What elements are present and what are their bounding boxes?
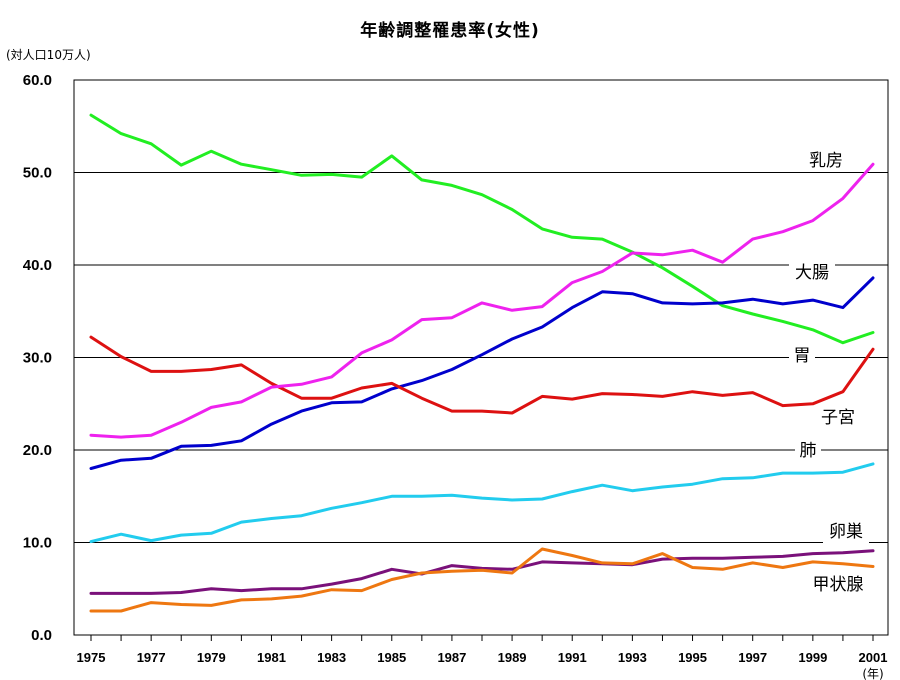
y-tick-label: 60.0 (23, 72, 52, 89)
plot-frame (73, 79, 889, 636)
chart-title: 年齢調整罹患率(女性) (360, 21, 540, 41)
y-axis-unit-label: (対人口10万人) (6, 48, 91, 62)
series-label-background (803, 150, 849, 172)
series-label-background (823, 521, 869, 543)
y-tick-label: 20.0 (23, 442, 52, 459)
x-tick-label: 1975 (77, 650, 106, 665)
series-line (89, 113, 875, 345)
x-axis-unit-label: (年) (862, 667, 883, 680)
series-label: 胃 (794, 346, 811, 366)
x-tick-label: 1977 (137, 650, 166, 665)
series-label-background (789, 262, 835, 284)
series-label: 子宮 (821, 408, 855, 428)
x-tick-label: 1981 (257, 650, 286, 665)
axes (73, 79, 889, 641)
series-line (89, 549, 875, 595)
series-label: 卵巣 (829, 522, 863, 542)
y-tick-label: 50.0 (23, 165, 52, 182)
y-tick-label: 10.0 (23, 535, 52, 552)
series-line (89, 462, 875, 544)
gridlines (74, 172, 888, 543)
series-label-background (795, 440, 821, 462)
y-tick-label: 0.0 (31, 627, 52, 644)
x-tick-label: 1979 (197, 650, 226, 665)
series-line (89, 276, 875, 470)
x-tick-labels: 1975 1977 1979 1981 1983 1985 1987 1989 1991 1993… (77, 650, 888, 680)
x-tick-label: 1993 (618, 650, 647, 665)
x-tick-label: 1985 (377, 650, 406, 665)
series-label: 大腸 (795, 263, 829, 283)
x-tick-label: 1995 (678, 650, 707, 665)
series-label: 甲状腺 (813, 575, 864, 595)
series-label: 肺 (800, 441, 817, 461)
x-tick-label: 1999 (798, 650, 827, 665)
series-label: 乳房 (809, 151, 843, 171)
x-tick-label: 1987 (437, 650, 466, 665)
series-label-background (789, 345, 815, 367)
x-tick-label: 1989 (498, 650, 527, 665)
y-tick-label: 40.0 (23, 257, 52, 274)
series-lines (89, 113, 875, 613)
y-tick-label: 30.0 (23, 350, 52, 367)
x-tick-label: 1983 (317, 650, 346, 665)
x-tick-label: 1991 (558, 650, 587, 665)
series-line (89, 547, 875, 613)
x-tick-label: 1997 (738, 650, 767, 665)
y-tick-labels: 0.0 10.0 20.0 30.0 40.0 50.0 60.0 (23, 72, 52, 644)
series-line (89, 162, 875, 439)
x-tick-label: 2001 (859, 650, 888, 665)
series-line (89, 335, 875, 415)
